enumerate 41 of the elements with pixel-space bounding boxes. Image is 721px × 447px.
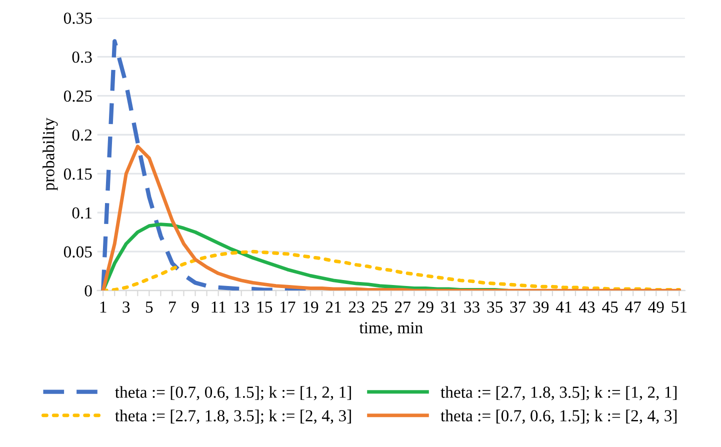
x-tick-label: 43	[579, 301, 595, 313]
x-tick-label: 23	[348, 301, 364, 313]
x-tick-label: 35	[487, 301, 503, 313]
x-tick-label: 27	[395, 301, 411, 313]
x-tick-label: 7	[169, 302, 176, 313]
legend-label: theta := [0.7, 0.6, 1.5]; k := [2, 4, 3]	[440, 410, 677, 424]
legend-label: theta := [2.7, 1.8, 3.5]; k := [2, 4, 3]	[115, 410, 351, 424]
x-tick-label: 3	[122, 301, 130, 313]
x-tick-label: 31	[441, 301, 456, 313]
x-tick-label: 49	[648, 301, 664, 313]
legend-label: theta := [2.7, 1.8, 3.5]; k := [1, 2, 1]	[440, 386, 677, 400]
x-tick-label: 51	[672, 302, 687, 313]
x-tick-label: 37	[510, 301, 526, 313]
x-tick-label: 33	[464, 301, 480, 313]
y-tick-label: 0.1	[72, 207, 92, 219]
x-tick-label: 1	[100, 302, 106, 313]
y-tick-label: 0.3	[72, 52, 92, 63]
x-tick-label: 11	[212, 302, 226, 313]
line-series	[101, 144, 681, 291]
x-tick-label: 41	[556, 302, 572, 313]
y-tick-label: 0.05	[64, 246, 92, 258]
x-tick-label: 13	[234, 301, 250, 313]
y-tick-label: 0.2	[72, 129, 92, 141]
x-tick-label: 45	[602, 302, 618, 313]
y-tick-label: 0.15	[64, 168, 92, 180]
y-tick-label: 0.35	[64, 12, 92, 24]
x-tick-label: 15	[258, 302, 272, 313]
x-tick-label: 5	[146, 302, 153, 313]
x-tick-label: 21	[326, 301, 341, 313]
legend-label: theta := [0.7, 0.6, 1.5]; k := [1, 2, 1]	[115, 386, 351, 400]
y-tick-label: 0.25	[64, 90, 92, 102]
x-tick-label: 39	[533, 301, 549, 313]
x-axis-title: time, min	[359, 322, 423, 336]
y-axis-title: probability	[42, 118, 58, 191]
x-tick-label: 19	[304, 301, 318, 313]
x-tick-label: 29	[418, 301, 434, 313]
x-tick-label: 25	[372, 301, 388, 313]
x-tick-label: 9	[192, 301, 199, 313]
x-tick-label: 47	[625, 302, 641, 313]
x-tick-label: 17	[280, 302, 296, 313]
y-tick-label: 0	[84, 285, 92, 296]
